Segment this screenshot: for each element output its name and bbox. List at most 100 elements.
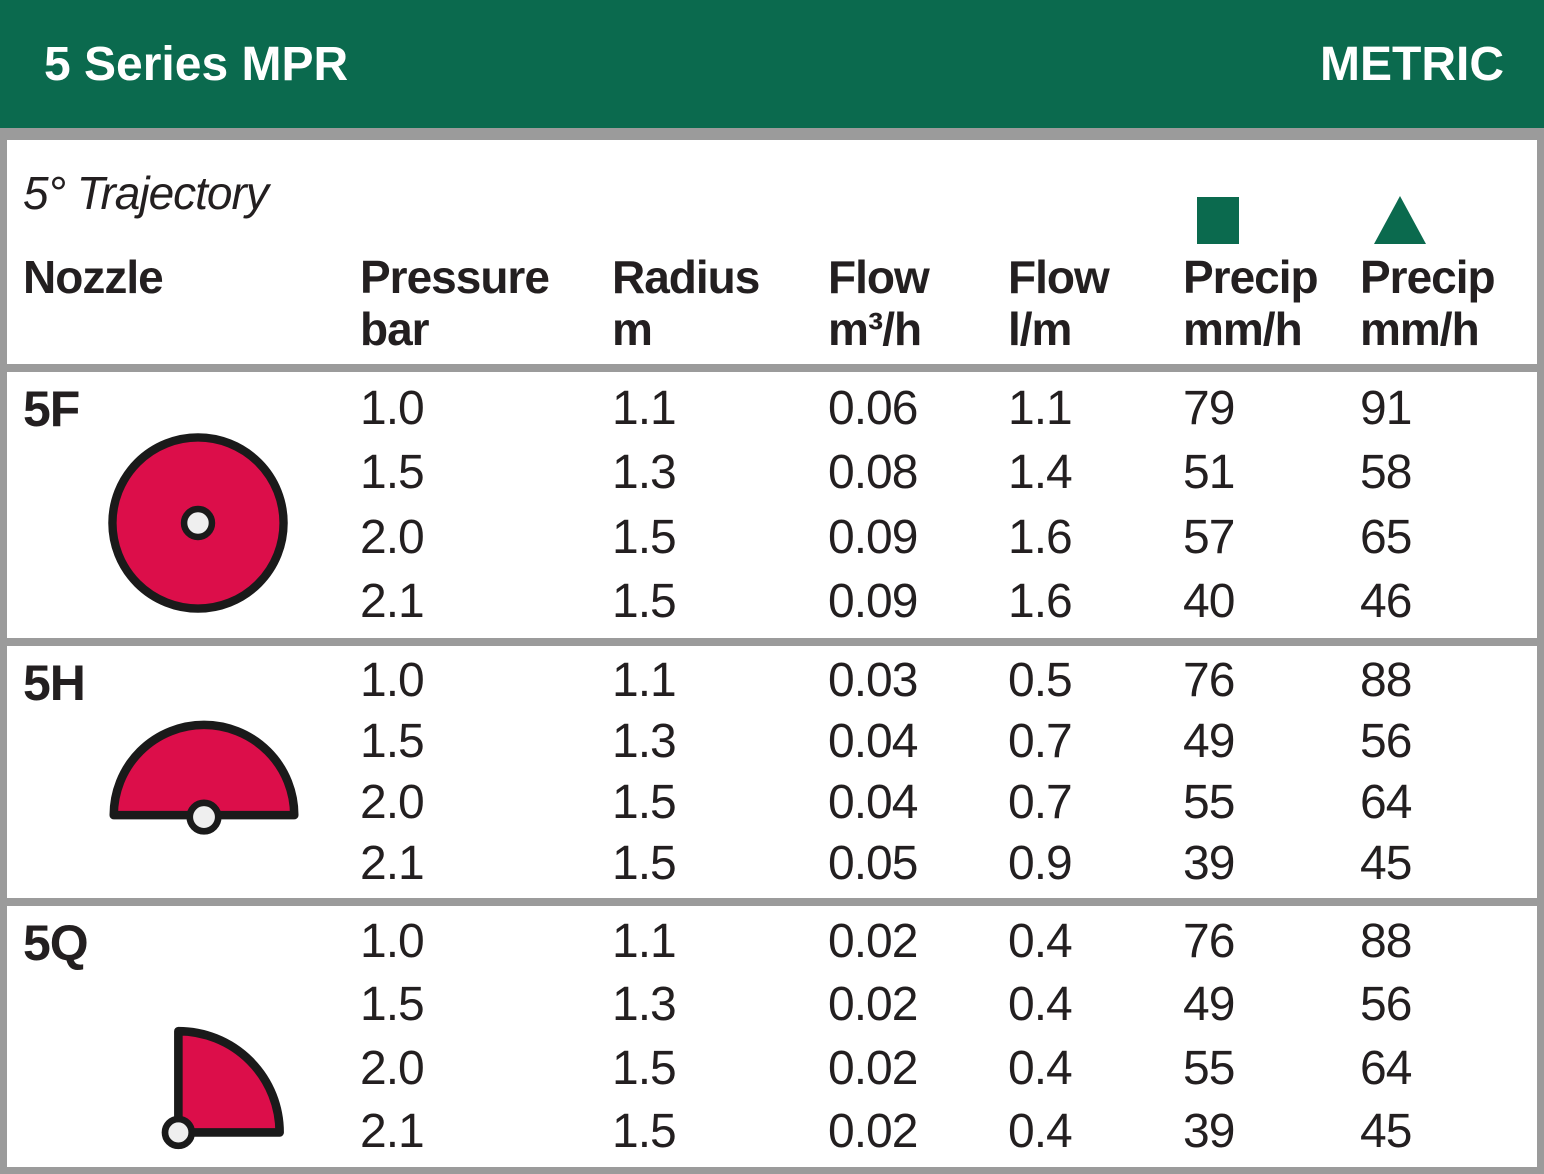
table-cell: 0.4: [1008, 915, 1073, 969]
table-cell: 1.0: [360, 381, 425, 435]
column-unit: m: [612, 303, 653, 355]
table-cell: 46: [1360, 575, 1412, 629]
performance-table: 5° Trajectory Nozzle Pressure bar Radius…: [0, 128, 1544, 1174]
table-cell: 0.08: [828, 446, 918, 500]
table-cell: 1.5: [360, 715, 425, 768]
data-rows: 1.0 1.1 0.03 0.5 76 88 1.5 1.3 0.04 0.7 49 56 2.0 1…: [360, 646, 1537, 898]
table-cell: 51: [1183, 446, 1235, 500]
table-cell: 56: [1360, 715, 1412, 768]
table-cell: 2.0: [360, 776, 425, 829]
section-divider: [7, 364, 1537, 372]
table-cell: 1.1: [612, 654, 677, 707]
section-divider: [7, 898, 1537, 906]
table-cell: 55: [1183, 1041, 1235, 1095]
table-cell: 1.1: [612, 915, 677, 969]
table-cell: 65: [1360, 510, 1412, 564]
nozzle-code: 5F: [23, 381, 80, 437]
table-cell: 58: [1360, 446, 1412, 500]
table-cell: 76: [1183, 915, 1235, 969]
column-header-flow-m3h: Flow m³/h: [828, 251, 1008, 364]
data-rows: 1.0 1.1 0.02 0.4 76 88 1.5 1.3 0.02 0.4 49 56 2.0 1…: [360, 906, 1537, 1167]
column-label: Nozzle: [23, 251, 164, 304]
table-cell: 0.4: [1008, 1041, 1073, 1095]
table-cell: 0.4: [1008, 1104, 1073, 1158]
section-divider: [7, 638, 1537, 646]
table-cell: 1.5: [612, 575, 677, 629]
table-cell: 1.1: [612, 381, 677, 435]
table-cell: 64: [1360, 1041, 1412, 1095]
table-cell: 79: [1183, 381, 1235, 435]
table-cell: 0.7: [1008, 715, 1073, 768]
table-cell: 1.0: [360, 915, 425, 969]
table-cell: 0.09: [828, 575, 918, 629]
nozzle-column: 5Q: [7, 906, 360, 1167]
table-cell: 64: [1360, 776, 1412, 829]
table-cell: 2.1: [360, 575, 425, 629]
table-cell: 0.9: [1008, 837, 1073, 890]
table-cell: 45: [1360, 837, 1412, 890]
table-cell: 2.0: [360, 510, 425, 564]
table-cell: 49: [1183, 715, 1235, 768]
table-cell: 1.1: [1008, 381, 1073, 435]
table-cell: 0.7: [1008, 776, 1073, 829]
table-cell: 1.6: [1008, 575, 1073, 629]
title-bar: 5 Series MPR METRIC: [0, 0, 1544, 128]
table-cell: 39: [1183, 1104, 1235, 1158]
square-icon: [1183, 197, 1360, 252]
full-circle-pattern-icon: [105, 430, 291, 616]
column-label: Radius: [612, 251, 760, 304]
column-unit: mm/h: [1183, 303, 1303, 355]
table-cell: 55: [1183, 776, 1235, 829]
table-cell: 1.5: [612, 837, 677, 890]
column-label: Flow: [1008, 251, 1110, 304]
metric-units-label: METRIC: [1320, 37, 1504, 91]
quarter-circle-pattern-icon: [161, 1010, 293, 1150]
table-cell: 0.05: [828, 837, 918, 890]
table-cell: 1.3: [612, 978, 677, 1032]
column-header-precip-square: Precip mm/h: [1183, 251, 1360, 364]
table-cell: 0.02: [828, 915, 918, 969]
table-cell: 39: [1183, 837, 1235, 890]
table-cell: 0.04: [828, 776, 918, 829]
table-cell: 49: [1183, 978, 1235, 1032]
column-label: Pressure: [360, 251, 550, 304]
table-cell: 1.5: [360, 978, 425, 1032]
page-title: 5 Series MPR: [44, 37, 349, 91]
data-rows: 1.0 1.1 0.06 1.1 79 91 1.5 1.3 0.08 1.4 51 58 2.0 1…: [360, 372, 1537, 638]
table-cell: 1.6: [1008, 510, 1073, 564]
table-cell: 40: [1183, 575, 1235, 629]
column-label: Precip: [1360, 251, 1496, 304]
table-cell: 1.3: [612, 446, 677, 500]
column-label: Flow: [828, 251, 930, 304]
table-cell: 0.02: [828, 1041, 918, 1095]
column-label: Precip: [1183, 251, 1319, 304]
table-cell: 1.5: [612, 1041, 677, 1095]
table-cell: 0.09: [828, 510, 918, 564]
column-unit: [23, 304, 360, 356]
table-cell: 91: [1360, 381, 1412, 435]
column-unit: m³/h: [828, 303, 922, 355]
column-header-flow-lm: Flow l/m: [1008, 251, 1183, 364]
nozzle-column: 5F: [7, 372, 360, 638]
table-cell: 0.02: [828, 978, 918, 1032]
table-cell: 76: [1183, 654, 1235, 707]
column-unit: mm/h: [1360, 303, 1480, 355]
table-cell: 0.4: [1008, 978, 1073, 1032]
table-cell: 1.4: [1008, 446, 1073, 500]
table-cell: 1.5: [612, 1104, 677, 1158]
nozzle-code: 5Q: [23, 915, 89, 971]
table-cell: 2.0: [360, 1041, 425, 1095]
nozzle-section-5q: 5Q 1.0 1.1 0.02 0.4 76 88 1.5 1.3 0.02 0.4 49 56 2…: [7, 906, 1537, 1167]
nozzle-column: 5H: [7, 646, 360, 898]
column-unit: l/m: [1008, 303, 1072, 355]
column-header-radius: Radius m: [612, 251, 828, 364]
table-header: 5° Trajectory Nozzle Pressure bar Radius…: [7, 140, 1537, 364]
column-header-precip-triangle: Precip mm/h: [1360, 251, 1537, 364]
table-cell: 88: [1360, 915, 1412, 969]
table-cell: 88: [1360, 654, 1412, 707]
table-cell: 1.5: [612, 510, 677, 564]
nozzle-section-5f: 5F 1.0 1.1 0.06 1.1 79 91 1.5 1.3 0.08 1.4 51 58 2…: [7, 372, 1537, 638]
trajectory-label: 5° Trajectory: [23, 167, 269, 219]
column-unit: bar: [360, 303, 430, 355]
